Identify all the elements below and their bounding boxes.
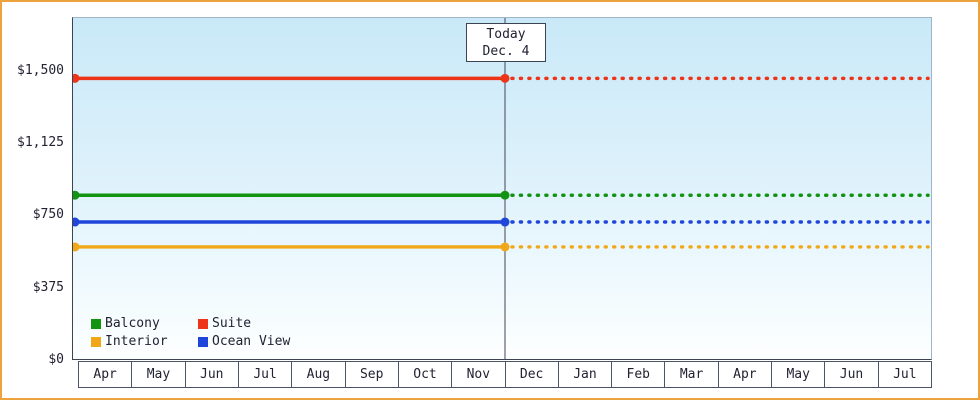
month-cell: Jul xyxy=(878,361,932,388)
today-label-box: Today Dec. 4 xyxy=(466,23,546,62)
legend-item-interior: Interior xyxy=(91,334,186,349)
legend-swatch xyxy=(198,336,208,347)
today-label-line2: Dec. 4 xyxy=(482,43,530,59)
price-lines-canvas xyxy=(73,18,930,359)
y-axis-label: $750 xyxy=(32,207,64,223)
series-start-dot xyxy=(73,217,80,227)
series-start-dot xyxy=(73,242,80,252)
month-cell: Jan xyxy=(558,361,613,388)
month-cell: Jul xyxy=(238,361,293,388)
legend-label: Ocean View xyxy=(212,334,291,349)
series-start-dot xyxy=(73,73,80,83)
month-cell: May xyxy=(772,361,826,388)
legend: Balcony Suite Interior Ocean View xyxy=(91,316,290,349)
y-axis-label: $1,125 xyxy=(17,135,64,151)
month-cell: Apr xyxy=(718,361,773,388)
legend-label: Interior xyxy=(105,334,168,349)
series-today-dot xyxy=(500,217,510,227)
month-cell: Apr xyxy=(79,361,133,388)
legend-label: Suite xyxy=(212,316,252,331)
legend-item-ocean-view: Ocean View xyxy=(198,334,290,349)
y-axis-label: $0 xyxy=(48,352,64,367)
plot-area: Today Dec. 4 Balcony Suite Interior Ocean V… xyxy=(72,17,932,360)
legend-item-suite: Suite xyxy=(198,316,290,331)
y-axis-label: $1,500 xyxy=(17,62,64,78)
month-cell: Jun xyxy=(825,361,879,388)
month-cell: Feb xyxy=(612,361,666,388)
today-label-line1: Today xyxy=(486,26,526,42)
month-cell: Dec xyxy=(505,361,559,388)
month-cell: Nov xyxy=(452,361,506,388)
month-cell: Oct xyxy=(398,361,453,388)
legend-swatch xyxy=(198,318,208,329)
month-cell: Sep xyxy=(345,361,399,388)
x-axis-month-row: Apr May Jun Jul Aug Sep Oct Nov Dec Jan Feb Mar Apr M… xyxy=(78,361,932,388)
month-cell: Jun xyxy=(185,361,239,388)
y-axis-label: $375 xyxy=(32,279,64,295)
legend-label: Balcony xyxy=(105,316,160,331)
series-today-dot xyxy=(500,190,510,200)
month-cell: May xyxy=(132,361,186,388)
legend-swatch xyxy=(91,336,101,347)
series-today-dot xyxy=(500,73,510,83)
legend-swatch xyxy=(91,318,101,329)
series-start-dot xyxy=(73,190,80,200)
month-cell: Aug xyxy=(292,361,346,388)
legend-item-balcony: Balcony xyxy=(91,316,186,331)
month-cell: Mar xyxy=(665,361,719,388)
series-today-dot xyxy=(500,242,510,252)
